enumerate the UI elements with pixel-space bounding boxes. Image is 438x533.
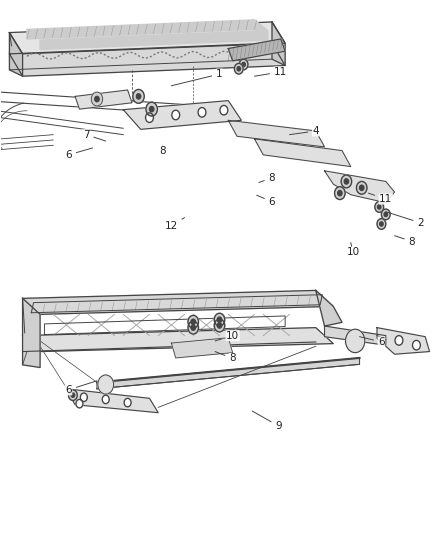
Polygon shape — [22, 328, 332, 352]
Polygon shape — [27, 20, 254, 39]
Circle shape — [381, 209, 389, 220]
Circle shape — [98, 375, 113, 394]
Circle shape — [394, 336, 402, 345]
Circle shape — [149, 107, 153, 112]
Text: 11: 11 — [254, 67, 287, 77]
Circle shape — [191, 319, 195, 325]
Text: 6: 6 — [65, 148, 92, 160]
Circle shape — [239, 59, 247, 70]
Circle shape — [76, 399, 83, 408]
Circle shape — [217, 317, 221, 322]
Polygon shape — [171, 338, 232, 358]
Text: 8: 8 — [394, 236, 414, 247]
Circle shape — [340, 175, 351, 188]
Circle shape — [145, 113, 153, 123]
Polygon shape — [315, 290, 341, 326]
Circle shape — [71, 393, 74, 397]
Circle shape — [379, 222, 382, 226]
Polygon shape — [22, 290, 332, 314]
Circle shape — [376, 219, 385, 229]
Polygon shape — [10, 33, 22, 76]
Circle shape — [359, 185, 363, 190]
Circle shape — [146, 102, 157, 116]
Polygon shape — [40, 30, 267, 50]
Polygon shape — [228, 39, 285, 61]
Circle shape — [217, 323, 221, 328]
Circle shape — [102, 395, 109, 403]
Polygon shape — [10, 43, 285, 76]
Circle shape — [124, 398, 131, 407]
Circle shape — [219, 106, 227, 115]
Circle shape — [80, 393, 87, 401]
Circle shape — [237, 67, 240, 71]
Text: 10: 10 — [215, 330, 239, 341]
Circle shape — [356, 181, 366, 194]
Polygon shape — [376, 328, 428, 354]
Text: 6: 6 — [65, 381, 97, 395]
Text: 2: 2 — [385, 212, 423, 228]
Circle shape — [171, 110, 179, 120]
Text: 8: 8 — [258, 173, 275, 183]
Polygon shape — [254, 20, 267, 40]
Polygon shape — [66, 389, 158, 413]
Polygon shape — [22, 298, 40, 368]
Polygon shape — [324, 171, 394, 203]
Circle shape — [91, 92, 102, 106]
Circle shape — [241, 62, 245, 67]
Circle shape — [377, 205, 380, 209]
Circle shape — [234, 63, 243, 74]
Polygon shape — [254, 139, 350, 166]
Circle shape — [214, 319, 224, 332]
Circle shape — [187, 316, 198, 328]
Circle shape — [133, 90, 144, 103]
Circle shape — [187, 321, 198, 334]
Circle shape — [412, 341, 420, 350]
Polygon shape — [228, 120, 324, 147]
Circle shape — [337, 190, 341, 196]
Circle shape — [136, 94, 141, 99]
Text: 11: 11 — [367, 193, 392, 204]
Text: 7: 7 — [82, 130, 106, 141]
Text: 6: 6 — [359, 337, 384, 347]
Circle shape — [343, 179, 348, 184]
Text: 8: 8 — [215, 352, 235, 364]
Polygon shape — [324, 326, 385, 345]
Polygon shape — [123, 101, 241, 130]
Text: 10: 10 — [346, 243, 359, 257]
Text: 4: 4 — [289, 126, 318, 136]
Circle shape — [191, 325, 195, 330]
Circle shape — [198, 108, 205, 117]
Circle shape — [345, 329, 364, 353]
Circle shape — [383, 212, 387, 216]
Polygon shape — [272, 22, 285, 66]
Circle shape — [334, 187, 344, 199]
Polygon shape — [75, 90, 132, 109]
Text: 6: 6 — [256, 195, 275, 207]
Text: 12: 12 — [164, 217, 184, 231]
Polygon shape — [97, 358, 359, 389]
Text: 1: 1 — [171, 69, 223, 86]
Text: 9: 9 — [252, 411, 281, 431]
Text: 8: 8 — [159, 146, 166, 156]
Circle shape — [95, 96, 99, 102]
Circle shape — [214, 313, 224, 326]
Polygon shape — [10, 22, 285, 54]
Circle shape — [374, 201, 383, 212]
Circle shape — [68, 390, 77, 400]
